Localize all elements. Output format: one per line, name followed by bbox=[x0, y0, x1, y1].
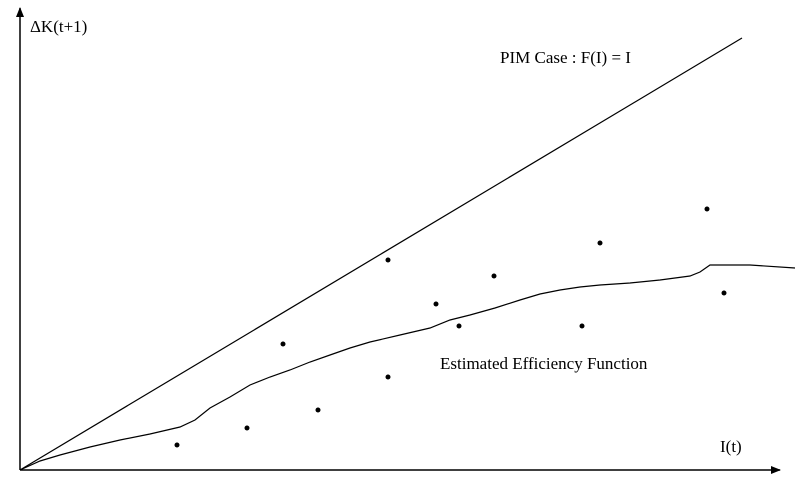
pim-line bbox=[19, 37, 743, 471]
x-axis-label: I(t) bbox=[720, 437, 742, 456]
point bbox=[597, 240, 603, 246]
point bbox=[244, 425, 250, 431]
point bbox=[456, 323, 462, 329]
point bbox=[385, 374, 391, 380]
point bbox=[704, 206, 710, 212]
point bbox=[174, 442, 180, 448]
point bbox=[579, 323, 585, 329]
line-label: PIM Case : F(I) = I bbox=[500, 48, 631, 67]
scatter-points bbox=[174, 206, 727, 448]
point bbox=[315, 407, 321, 413]
y-axis-label: ΔK(t+1) bbox=[30, 17, 87, 36]
point bbox=[433, 301, 439, 307]
point bbox=[491, 273, 497, 279]
point bbox=[385, 257, 391, 263]
point bbox=[280, 341, 286, 347]
efficiency-curve bbox=[19, 264, 795, 471]
curve-label: Estimated Efficiency Function bbox=[440, 354, 648, 373]
point bbox=[721, 290, 727, 296]
